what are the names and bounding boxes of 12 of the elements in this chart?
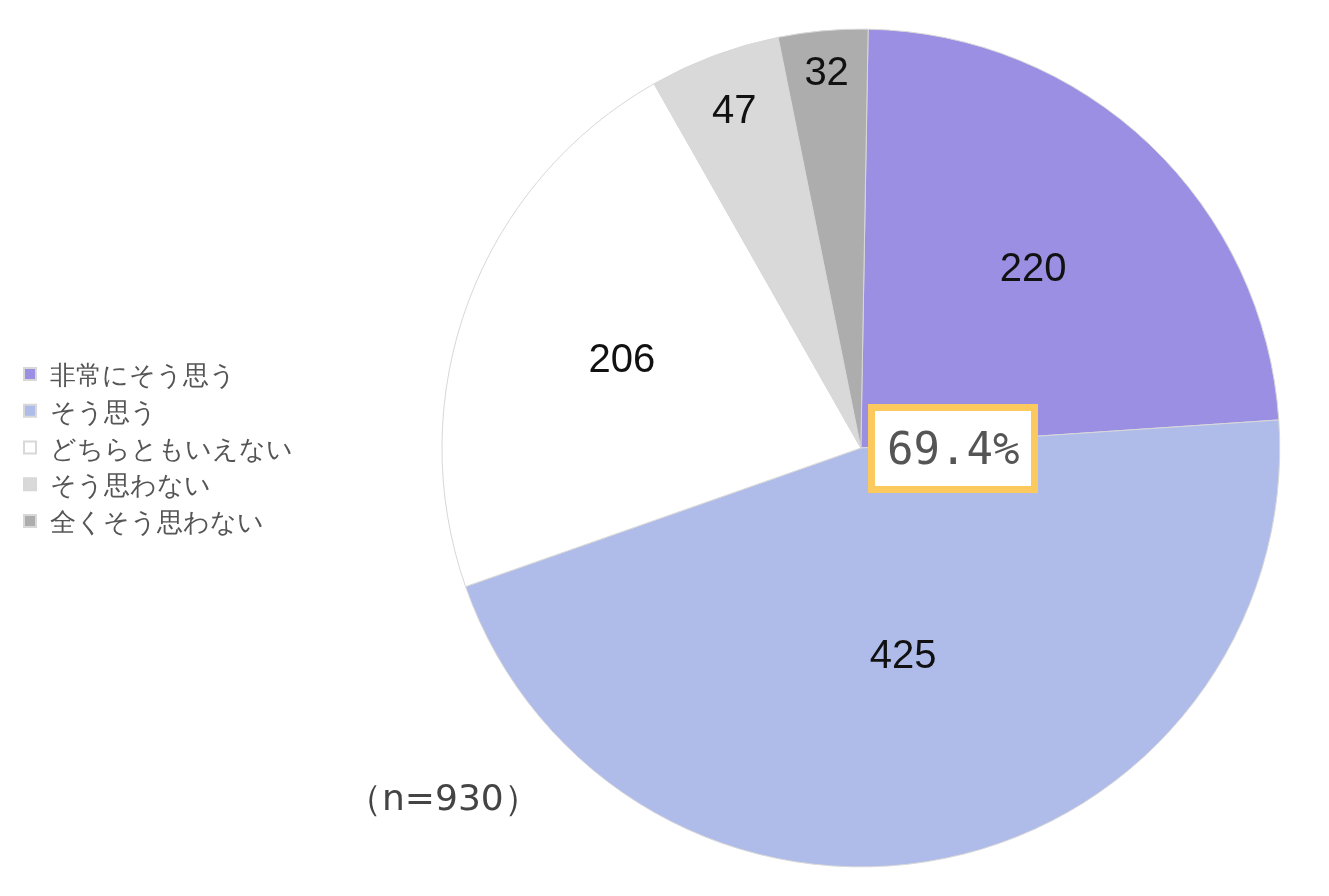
text: （n=930） <box>346 777 540 818</box>
data-label: 47 <box>712 87 757 132</box>
data-label: 425 <box>869 632 937 677</box>
text: 69.4% <box>887 423 1020 474</box>
legend-label: 非常にそう思う <box>50 360 236 391</box>
legend-label: 全くそう思わない <box>50 507 264 538</box>
legend-label: どちらともいえない <box>50 433 293 464</box>
data-label: 206 <box>588 336 656 381</box>
data-label: 32 <box>804 49 849 94</box>
data-label: 220 <box>999 245 1067 290</box>
legend-label: そう思わない <box>50 470 211 501</box>
legend-label: そう思う <box>50 396 157 427</box>
